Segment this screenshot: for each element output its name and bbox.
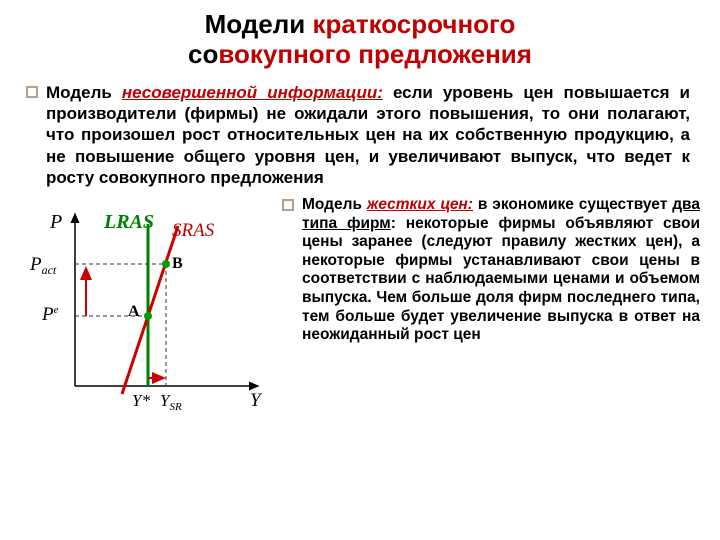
title-l1a: Модели bbox=[205, 9, 313, 39]
chart-column: P LRAS SRAS Pact Pe A B Y* YSR Y bbox=[20, 196, 276, 421]
title-l2a: со bbox=[188, 39, 218, 69]
block1-lead: Модель bbox=[46, 83, 122, 102]
label-pact: Pact bbox=[29, 254, 57, 277]
block-imperfect-info: Модель несовершенной информации: если ур… bbox=[20, 82, 700, 188]
label-ystar: Y* bbox=[132, 391, 150, 410]
label-p: P bbox=[49, 211, 62, 233]
label-lras: LRAS bbox=[103, 211, 154, 233]
point-b bbox=[162, 260, 170, 268]
block-sticky-prices: Модель жестких цен: в экономике существу… bbox=[282, 196, 700, 345]
title-l2b: вокупного предложения bbox=[218, 39, 532, 69]
point-a bbox=[144, 312, 152, 320]
block1-text: Модель несовершенной информации: если ур… bbox=[46, 82, 690, 188]
bullet-icon-2 bbox=[282, 199, 294, 211]
label-y: Y bbox=[250, 390, 263, 411]
title-l1b: краткосрочного bbox=[312, 9, 515, 39]
lower-row: P LRAS SRAS Pact Pe A B Y* YSR Y Модель … bbox=[20, 196, 700, 421]
block2-highlight: жестких цен: bbox=[367, 196, 473, 213]
label-pe: Pe bbox=[41, 304, 59, 325]
sras-lras-chart: P LRAS SRAS Pact Pe A B Y* YSR Y bbox=[20, 196, 276, 416]
block2-text: Модель жестких цен: в экономике существу… bbox=[302, 196, 700, 345]
label-ysr: YSR bbox=[160, 391, 182, 413]
bullet-icon bbox=[26, 86, 38, 98]
block1-highlight: несовершенной информации: bbox=[122, 83, 383, 102]
label-sras: SRAS bbox=[172, 220, 215, 241]
block2-s3: : некоторые фирмы объявляют свои цены за… bbox=[302, 215, 700, 344]
block2-lead: Модель bbox=[302, 196, 367, 213]
slide-title: Модели краткосрочного совокупного предло… bbox=[20, 10, 700, 70]
label-a: A bbox=[128, 303, 140, 320]
block2-s1: в экономике существует bbox=[473, 196, 672, 213]
label-b: B bbox=[172, 255, 183, 272]
